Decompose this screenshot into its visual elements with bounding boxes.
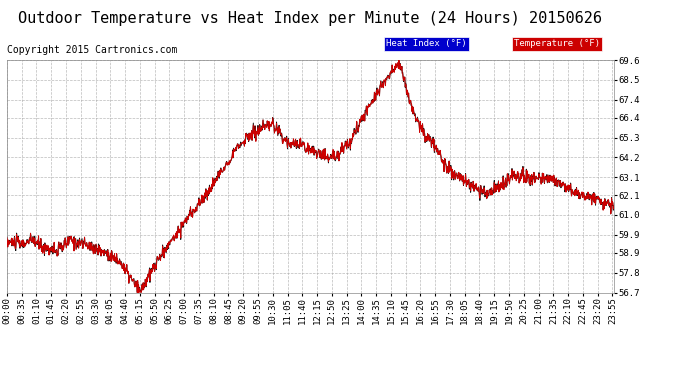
Text: Outdoor Temperature vs Heat Index per Minute (24 Hours) 20150626: Outdoor Temperature vs Heat Index per Mi… [19, 11, 602, 26]
Text: Heat Index (°F): Heat Index (°F) [386, 39, 467, 48]
Text: Temperature (°F): Temperature (°F) [514, 39, 600, 48]
Text: Copyright 2015 Cartronics.com: Copyright 2015 Cartronics.com [7, 45, 177, 55]
